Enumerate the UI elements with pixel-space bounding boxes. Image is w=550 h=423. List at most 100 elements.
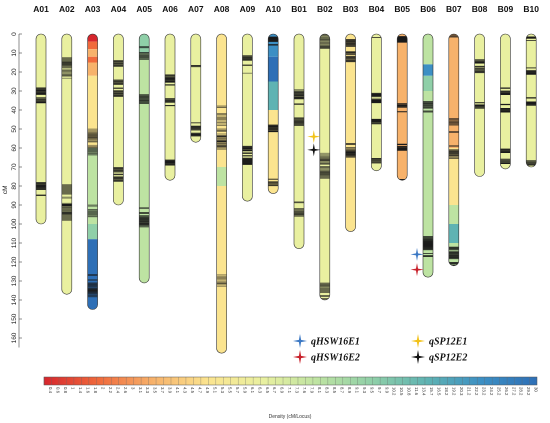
chromosome-label: A04	[111, 4, 127, 14]
density-band	[113, 34, 124, 205]
chromosome-a01: A01	[33, 4, 49, 225]
colorbar-title: Density (cM/Locus)	[269, 414, 312, 420]
colorbar-label: 10.8	[407, 387, 412, 396]
colorbar-label: 1	[71, 387, 76, 390]
chromosome-outline	[87, 33, 98, 310]
qtl-legend: qHSW16E1 qSP12E1 qHSW16E2 qSP12E2	[293, 334, 467, 364]
density-band	[294, 34, 304, 249]
legend-label: qHSW16E1	[311, 337, 360, 348]
colorbar-label: 25.2	[496, 387, 501, 396]
density-band	[216, 167, 227, 186]
chromosome-a06: A06	[162, 4, 178, 181]
chromosome-label: A08	[214, 4, 230, 14]
chromosome-label: B03	[343, 4, 359, 14]
density-band	[87, 224, 98, 240]
chromosome-b08: B08	[472, 4, 488, 177]
density-band	[139, 53, 150, 283]
y-tick-label: 30	[11, 87, 18, 95]
chromosome-label: A01	[33, 4, 49, 14]
density-band	[448, 148, 459, 205]
density-band	[87, 56, 98, 63]
colorbar-label: 10.5	[399, 387, 404, 396]
qtl-marker-qhsw16e2	[410, 263, 424, 277]
chromosome-outline	[448, 33, 460, 267]
colorbar-label: 3.3	[145, 387, 150, 394]
colorbar-label: 9.1	[354, 387, 359, 394]
legend-label: qSP12E1	[429, 337, 467, 348]
chromosome-a02: A02	[59, 4, 75, 295]
colorbar-label: 9.5	[369, 387, 374, 394]
chromosome-label: B08	[472, 4, 488, 14]
chromosome-label: B01	[291, 4, 307, 14]
density-band	[190, 34, 201, 143]
chromosome-b05: B05	[394, 4, 410, 181]
y-tick-label: 70	[11, 163, 18, 171]
colorbar-label: 6.3	[257, 387, 262, 394]
qtl-marker-qsp12e1	[307, 130, 321, 144]
colorbar-label: 11.6	[414, 387, 419, 396]
legend-star-icon	[293, 334, 307, 348]
density-band	[423, 91, 433, 278]
y-tick-label: 10	[11, 49, 18, 57]
density-band	[423, 75, 433, 91]
y-tick-label: 40	[11, 106, 18, 114]
colorbar-label: 20.3	[459, 387, 464, 396]
colorbar-label: 1.8	[93, 387, 98, 394]
colorbar-label: 1.6	[85, 387, 90, 394]
colorbar-label: 8.3	[325, 387, 330, 394]
chromosome-a04: A04	[111, 4, 127, 206]
density-band	[268, 110, 279, 194]
density-band	[87, 148, 98, 224]
y-tick-label: 130	[11, 275, 18, 286]
chromosome-outline	[216, 33, 227, 354]
chromosome-label: A02	[59, 4, 75, 14]
density-band	[500, 34, 511, 169]
density-band	[36, 34, 46, 224]
colorbar-label: 7.3	[295, 387, 300, 394]
chromosome-b10: B10	[523, 4, 539, 168]
chromosome-outline	[525, 33, 537, 168]
colorbar-label: 7.1	[287, 387, 292, 394]
colorbar-label: 15.7	[429, 387, 434, 396]
chromosome-label: B07	[446, 4, 462, 14]
density-band	[61, 34, 72, 295]
density-band	[423, 64, 433, 76]
legend-label: qHSW16E2	[311, 353, 360, 364]
colorbar-label: 21.2	[466, 387, 471, 396]
chromosome-outline	[113, 33, 124, 206]
chromosome-a03: A03	[85, 4, 101, 310]
chromosome-b01: B01	[291, 4, 307, 249]
density-colorbar: 0.4 0.6 0.8 1 1.4 1.6 1.8 2 2.2 2.4 2.6 3 3.1 3.3 3.5 3…	[43, 376, 539, 396]
chromosome-outline	[35, 33, 47, 225]
legend-item: qSP12E1	[411, 334, 467, 348]
chromosome-b03: B03	[343, 4, 359, 232]
colorbar-label: 9.9	[384, 387, 389, 394]
chromosome-b07: B07	[446, 4, 462, 267]
density-band	[87, 34, 98, 42]
density-band	[448, 205, 459, 224]
chromosome-label: B09	[498, 4, 514, 14]
density-band	[165, 34, 175, 181]
chromosome-b06: B06	[420, 4, 436, 278]
chromosome-a05: A05	[136, 4, 152, 284]
chromosome-label: B04	[369, 4, 385, 14]
chromosome-a10: A10	[265, 4, 281, 194]
density-band	[242, 34, 253, 202]
chromosome-outline	[242, 33, 253, 202]
colorbar-label: 6.9	[280, 387, 285, 394]
chromosome-outline	[164, 33, 176, 181]
y-axis-title: cM	[2, 185, 9, 194]
colorbar-label: 0.6	[56, 387, 61, 394]
density-band	[268, 56, 279, 82]
y-tick-label: 50	[11, 125, 18, 133]
legend-item: qHSW16E1	[293, 334, 360, 348]
legend-label: qSP12E2	[429, 353, 467, 364]
chromosome-outline	[61, 33, 73, 295]
colorbar-label: 18.2	[444, 387, 449, 396]
colorbar-label: 27.2	[511, 387, 516, 396]
y-tick-label: 20	[11, 68, 18, 76]
y-tick-label: 80	[11, 182, 18, 190]
chromosome-label: A05	[136, 4, 152, 14]
density-band	[216, 34, 227, 167]
